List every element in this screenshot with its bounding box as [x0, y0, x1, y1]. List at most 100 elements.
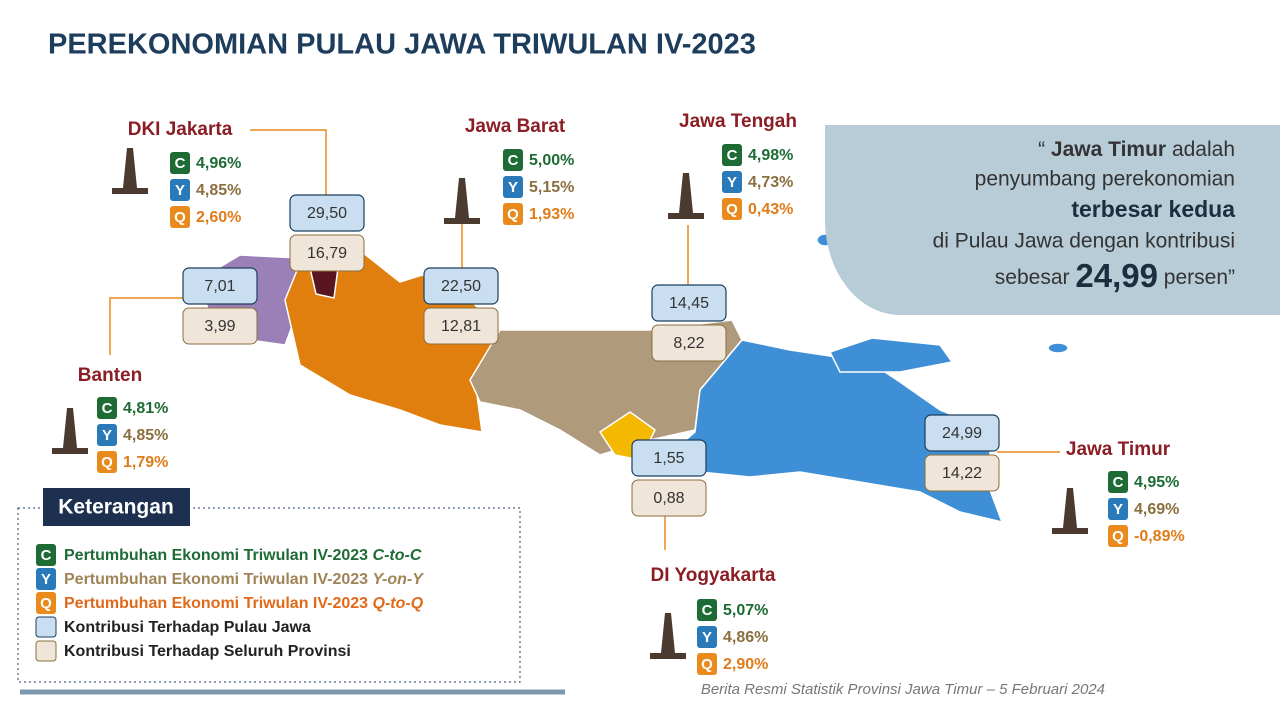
badge: [36, 592, 56, 614]
growth-value: 2,60%: [196, 209, 241, 226]
badge: [1108, 525, 1128, 547]
java-box: [631, 439, 707, 477]
badge: [503, 176, 523, 198]
legend-text: Pertumbuhan Ekonomi Triwulan IV-2023 Q-t…: [64, 595, 424, 612]
province-name: Banten: [78, 365, 142, 386]
badge: [170, 152, 190, 174]
badge-letter: Y: [1113, 501, 1123, 518]
legend-swatch: [35, 640, 57, 662]
badge-letter: C: [175, 155, 186, 172]
island: [1047, 342, 1069, 354]
growth-value: 4,81%: [123, 400, 168, 417]
growth-value: 4,85%: [196, 182, 241, 199]
national-contribution: 3,99: [204, 318, 235, 335]
growth-value: 1,93%: [529, 206, 574, 223]
growth-value: -0,89%: [1134, 528, 1185, 545]
badge-letter: Y: [102, 427, 112, 444]
java-box: [289, 194, 365, 232]
quote-line: terbesar kedua: [1071, 196, 1235, 222]
growth-value: 5,07%: [723, 602, 768, 619]
national-box: [182, 307, 258, 345]
badge: [697, 653, 717, 675]
legend-swatch: [35, 616, 57, 638]
java-box: [651, 284, 727, 322]
footer: Berita Resmi Statistik Provinsi Jawa Tim…: [701, 681, 1105, 698]
badge-letter: Y: [41, 571, 51, 588]
national-contribution: 14,22: [942, 465, 982, 482]
province-name: DI Yogyakarta: [651, 565, 776, 586]
landmark-icon: [112, 148, 148, 194]
growth-value: 4,85%: [123, 427, 168, 444]
legend-suffix: Y-on-Y: [373, 571, 425, 588]
landmark-icon: [1052, 488, 1088, 534]
java-box: [182, 267, 258, 305]
growth-value: 5,15%: [529, 179, 574, 196]
quote-line: sebesar 24,99 persen”: [995, 257, 1235, 294]
badge-letter: Y: [175, 182, 185, 199]
legend-label: Pertumbuhan Ekonomi Triwulan IV-2023: [64, 595, 368, 612]
quote-line: “ Jawa Timur adalah: [1038, 138, 1235, 161]
legend-text: Kontribusi Terhadap Seluruh Provinsi: [64, 643, 351, 660]
growth-value: 4,98%: [748, 147, 793, 164]
growth-value: 1,79%: [123, 454, 168, 471]
java-contribution: 14,45: [669, 295, 709, 312]
badge: [503, 149, 523, 171]
national-box: [924, 454, 1000, 492]
growth-value: 4,73%: [748, 174, 793, 191]
badge-letter: Q: [1112, 528, 1124, 545]
landmark-icon: [650, 613, 686, 659]
badge-letter: Q: [507, 206, 519, 223]
national-contribution: 12,81: [441, 318, 481, 335]
province-name: Jawa Timur: [1066, 439, 1171, 460]
legend-text: Pertumbuhan Ekonomi Triwulan IV-2023 Y-o…: [64, 571, 424, 588]
badge-letter: Q: [174, 209, 186, 226]
growth-value: 4,86%: [723, 629, 768, 646]
badge: [97, 451, 117, 473]
badge-letter: Y: [727, 174, 737, 191]
legend-header: [43, 488, 190, 526]
badge: [97, 424, 117, 446]
national-contribution: 0,88: [653, 490, 684, 507]
quote-line: di Pulau Jawa dengan kontribusi: [933, 230, 1235, 253]
legend-label: Pertumbuhan Ekonomi Triwulan IV-2023: [64, 571, 368, 588]
growth-value: 4,95%: [1134, 474, 1179, 491]
province-name: Jawa Barat: [465, 116, 566, 137]
badge-letter: C: [41, 547, 52, 564]
legend-title: Keterangan: [58, 496, 174, 519]
quote-box: [825, 125, 1280, 315]
landmark-icon: [444, 178, 480, 224]
badge: [170, 179, 190, 201]
java-contribution: 1,55: [653, 450, 684, 467]
java-box: [423, 267, 499, 305]
legend-label: Kontribusi Terhadap Seluruh Provinsi: [64, 643, 351, 660]
java-contribution: 7,01: [204, 278, 235, 295]
badge-letter: Y: [508, 179, 518, 196]
badge-letter: C: [508, 152, 519, 169]
badge: [697, 599, 717, 621]
arrow: [250, 129, 327, 195]
badge-letter: Q: [726, 201, 738, 218]
national-box: [651, 324, 727, 362]
java-box: [924, 414, 1000, 452]
national-contribution: 8,22: [673, 335, 704, 352]
badge-letter: C: [102, 400, 113, 417]
badge: [1108, 471, 1128, 493]
legend-label: Kontribusi Terhadap Pulau Jawa: [64, 619, 311, 636]
national-box: [423, 307, 499, 345]
badge-letter: Q: [101, 454, 113, 471]
arrow: [109, 297, 183, 355]
java-contribution: 24,99: [942, 425, 982, 442]
growth-value: 4,96%: [196, 155, 241, 172]
legend-suffix: C-to-C: [373, 547, 422, 564]
badge: [170, 206, 190, 228]
badge-letter: Q: [40, 595, 52, 612]
madura-shape: [828, 337, 954, 373]
badge: [722, 171, 742, 193]
growth-value: 5,00%: [529, 152, 574, 169]
badge: [503, 203, 523, 225]
badge-letter: Y: [702, 629, 712, 646]
landmark-icon: [52, 408, 88, 454]
growth-value: 4,69%: [1134, 501, 1179, 518]
badge-letter: C: [702, 602, 713, 619]
